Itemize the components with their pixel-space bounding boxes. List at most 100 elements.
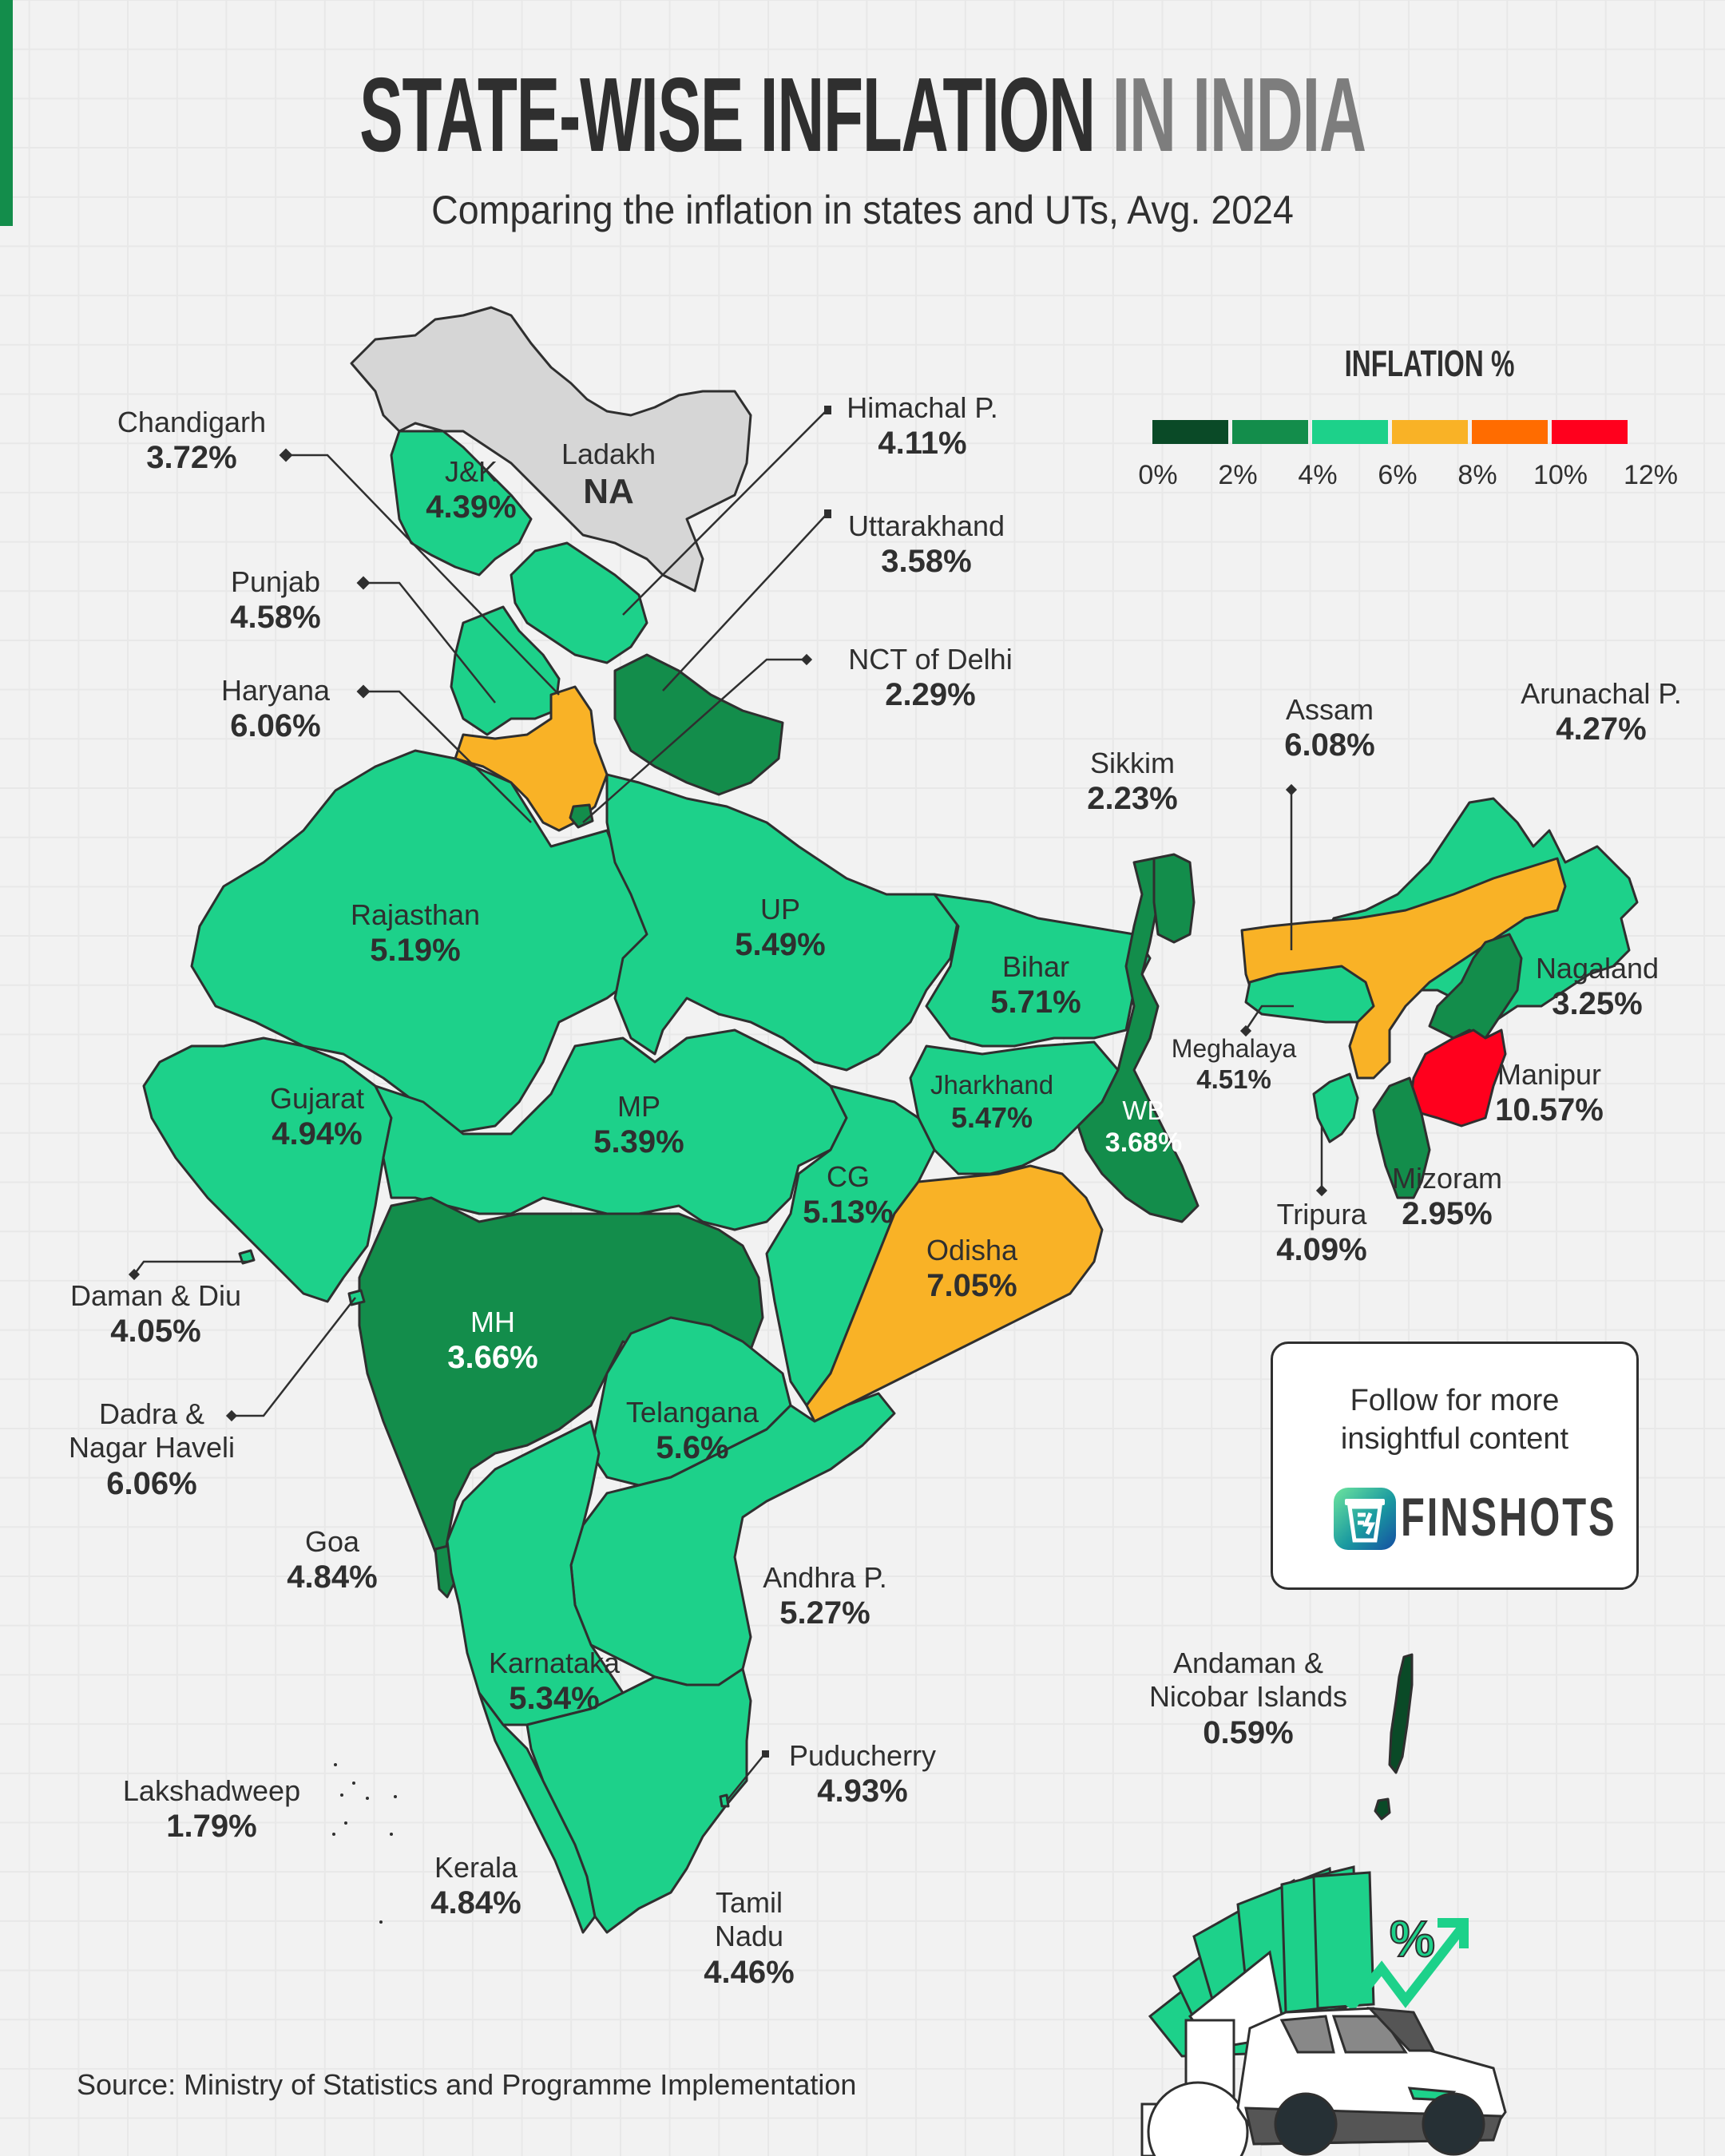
region-tamilnadu [525,1667,752,1934]
region-lakshadweep [332,1763,397,1924]
follow-text: Follow for more insightful content [1340,1384,1569,1456]
region-manipur [1408,1028,1507,1128]
label-puducherry: Puducherry 4.93% [788,1739,937,1809]
region-punjab [450,605,561,736]
legend-tick: 0% [1138,460,1178,490]
follow-card[interactable]: Follow for more insightful content FINSH… [1271,1342,1639,1590]
label-tamilnadu: Tamil Nadu 4.46% [704,1886,795,1990]
label-telangana: Telangana 5.6% [625,1396,759,1466]
legend-ticks: 0% 2% 4% 6% 8% 10% 12% [1134,460,1709,492]
page-title: STATE-WISE INFLATION IN INDIA [327,62,1397,168]
page-subtitle: Comparing the inflation in states and UT… [431,188,1294,232]
label-chandigarh: Chandigarh 3.72% [117,406,267,476]
region-delhi [569,803,594,829]
label-dadra: Dadra & Nagar Haveli 6.06% [68,1397,236,1501]
region-tripura [1312,1072,1359,1143]
leader-dadra [232,1297,356,1417]
leader-chandigarh [288,454,560,696]
label-haryana: Haryana 6.06% [220,674,331,744]
region-haryana [454,685,609,832]
legend-swatch-2-4 [1232,420,1308,444]
region-meghalaya [1244,965,1375,1024]
brand-name: FINSHOTS [1401,1487,1617,1548]
label-punjab: Punjab 4.58% [230,565,321,636]
legend-swatch-4-6 [1312,420,1388,444]
label-tripura: Tripura 4.09% [1276,1198,1367,1268]
coins-icon [1140,2019,1249,2156]
accent-bar [0,0,13,226]
label-rajasthan: Rajasthan 5.19% [350,898,481,969]
region-puducherry [719,1793,730,1808]
label-uttarakhand: Uttarakhand 3.58% [847,509,1005,580]
leader-haryana [363,690,532,823]
legend-swatch-8-10 [1472,420,1548,444]
legend-tick: 2% [1218,460,1258,490]
leader-himachal [622,409,828,616]
finshots-logo-icon [1334,1488,1396,1550]
region-mizoram [1372,1076,1431,1199]
region-up [605,773,960,1072]
region-sikkim [1152,853,1196,944]
region-nagaland [1428,933,1523,1040]
label-mp: MP 5.39% [593,1090,684,1160]
label-nagaland: Nagaland 3.25% [1535,952,1660,1022]
region-ladakh [350,306,752,593]
legend-swatch-6-8 [1392,420,1468,444]
region-andaman [1388,1653,1414,1774]
label-manipur: Manipur 10.57% [1495,1058,1604,1128]
region-daman [238,1249,256,1265]
label-wb: WB 3.68% [1104,1096,1183,1158]
region-karnataka [446,1420,625,1726]
region-gujarat [142,1036,393,1303]
label-goa: Goa 4.84% [287,1525,378,1595]
label-karnataka: Karnataka 5.34% [488,1647,621,1717]
label-assam: Assam 6.08% [1284,693,1375,763]
legend-tick: 10% [1533,460,1588,490]
label-mizoram: Mizoram 2.95% [1391,1162,1503,1232]
source-note: Source: Ministry of Statistics and Progr… [77,2068,857,2101]
trend-arrow-icon [1346,1925,1465,2011]
leader-delhi [582,658,807,823]
label-ladakh: Ladakh NA [561,438,656,512]
label-cg: CG 5.13% [803,1160,894,1231]
label-delhi: NCT of Delhi 2.29% [848,643,1013,713]
leader-puducherry [726,1753,766,1801]
region-nicobar [1374,1797,1391,1821]
label-kerala: Kerala 4.84% [430,1851,521,1921]
label-odisha: Odisha 7.05% [926,1234,1018,1304]
region-mp [374,1028,848,1231]
label-gujarat: Gujarat 4.94% [269,1082,365,1152]
region-bihar [925,893,1152,1048]
label-arunachal: Arunachal P. 4.27% [1521,677,1682,747]
legend-title: INFLATION % [1344,343,1515,384]
region-mh [358,1196,764,1575]
car-icon [1236,2007,1507,2156]
car-money-illustration: % [1140,1865,1507,2156]
label-lakshadweep: Lakshadweep 1.79% [122,1774,301,1845]
legend-swatch-0-2 [1152,420,1228,444]
legend-swatches [1152,420,1628,444]
label-daman: Daman & Diu 4.05% [69,1279,242,1349]
label-up: UP 5.49% [735,893,826,963]
region-wb [1077,857,1200,1223]
region-himachal [510,541,648,664]
legend-tick: 6% [1378,460,1418,490]
label-jharkhand: Jharkhand 5.47% [930,1070,1054,1134]
label-andaman: Andaman & Nicobar Islands 0.59% [1148,1647,1348,1750]
title-light: IN INDIA [1112,56,1366,173]
leader-punjab [363,581,496,703]
legend-tick: 8% [1457,460,1497,490]
percent-icon: % [1390,1910,1435,1968]
label-bihar: Bihar 5.71% [990,950,1081,1021]
label-sikkim: Sikkim 2.23% [1087,747,1178,817]
leader-uttarakhand [662,513,828,692]
leader-meghalaya [1244,1005,1294,1031]
leader-daman [133,1260,248,1275]
label-mh: MH 3.66% [447,1306,538,1376]
legend-tick: 12% [1623,460,1679,490]
label-jk: J&K 4.39% [426,455,517,525]
region-odisha [805,1164,1104,1423]
label-himachal: Himachal P. 4.11% [847,391,998,462]
label-andhra: Andhra P. 5.27% [763,1561,887,1631]
